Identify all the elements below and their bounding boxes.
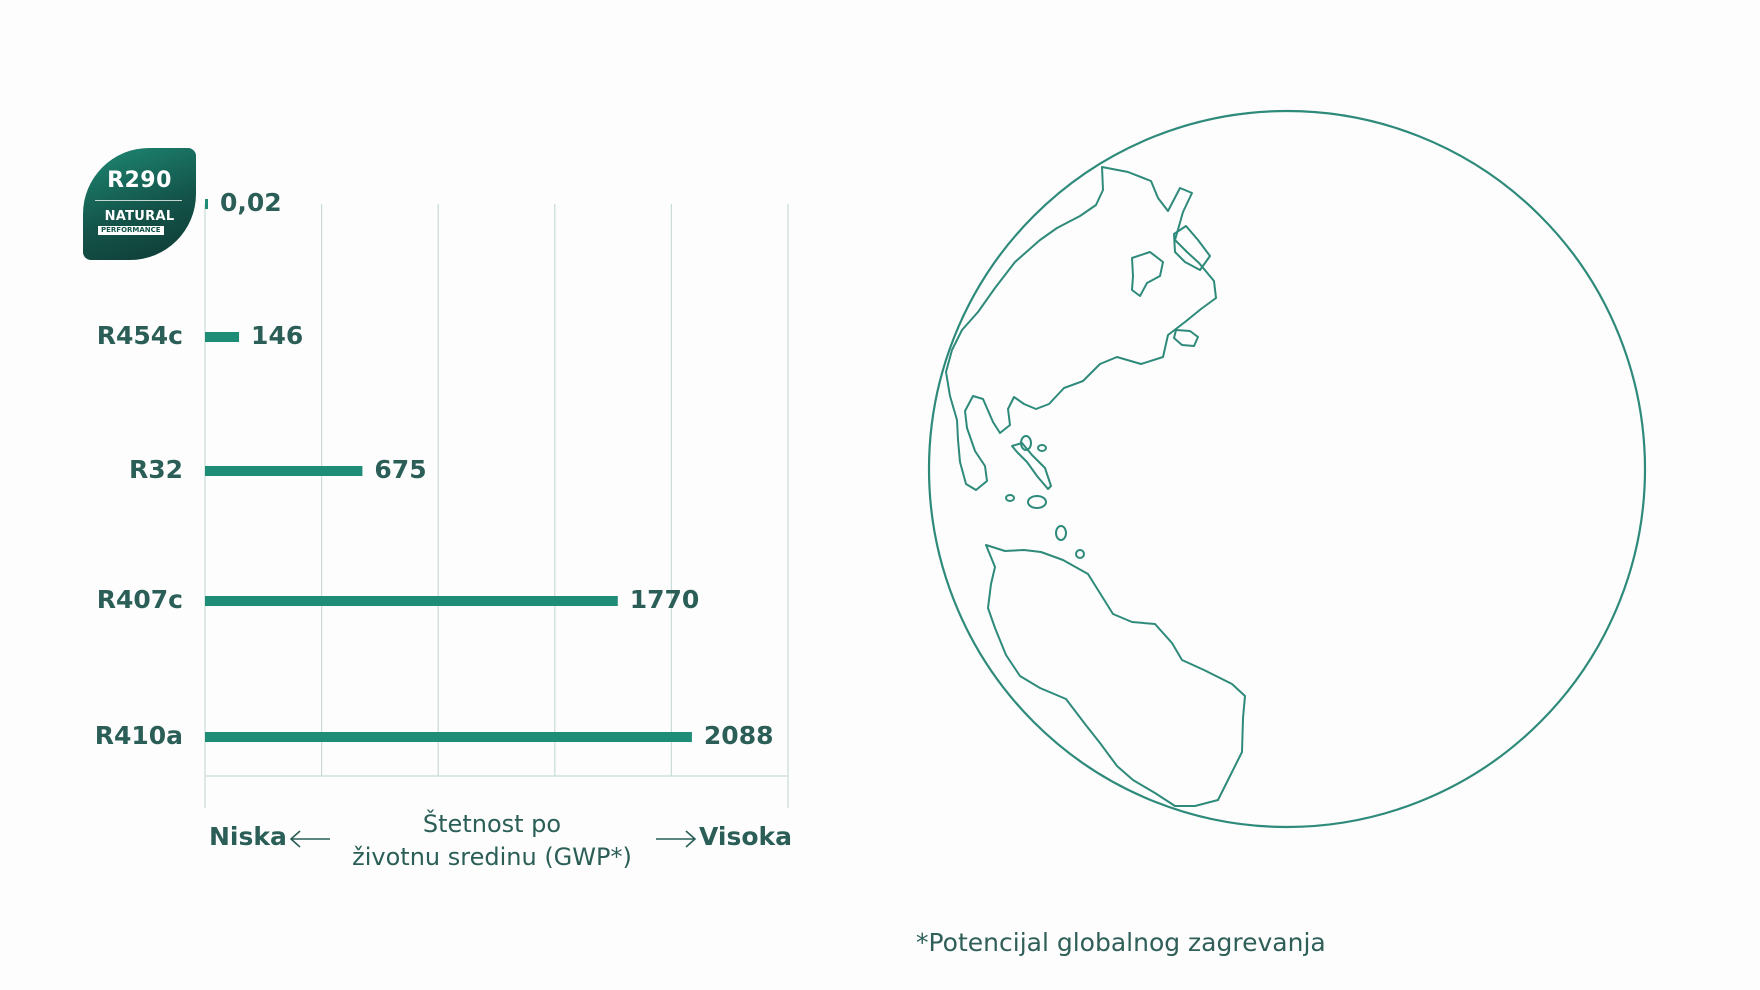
category-label-r454c: R454c	[96, 321, 183, 350]
high-label: Visoka	[699, 822, 793, 851]
arrow-left-icon	[289, 830, 330, 848]
value-label-r290: 0,02	[220, 188, 282, 217]
bar-r410a	[205, 732, 692, 742]
badge-line2: PERFORMANCE	[98, 226, 164, 235]
bar-r290	[205, 199, 208, 209]
bar-r407c	[205, 596, 618, 606]
x-axis-title-line1: Štetnost po	[422, 810, 562, 838]
value-label-r32: 675	[374, 455, 427, 484]
value-label-r407c: 1770	[629, 585, 700, 614]
r290-natural-performance-badge: R290 NATURAL PERFORMANCE	[83, 148, 196, 260]
footnote: *Potencijal globalnog zagrevanja	[916, 928, 1326, 957]
badge-divider	[95, 200, 182, 201]
category-label-r32: R32	[128, 455, 183, 484]
x-axis-title: Štetnost po životnu sredinu (GWP*)	[332, 808, 652, 874]
arrow-right-icon	[656, 830, 697, 848]
value-label-r410a: 2088	[703, 721, 774, 750]
bar-r454c	[205, 332, 240, 342]
low-label: Niska	[209, 822, 287, 851]
category-label-r407c: R407c	[96, 585, 183, 614]
bar-r32	[205, 466, 363, 476]
x-axis-title-line2: životnu sredinu (GWP*)	[352, 843, 632, 871]
badge-line1: NATURAL	[104, 209, 175, 224]
badge-name: R290	[107, 168, 172, 193]
category-label-r410a: R410a	[94, 721, 183, 750]
value-label-r454c: 146	[251, 321, 304, 350]
